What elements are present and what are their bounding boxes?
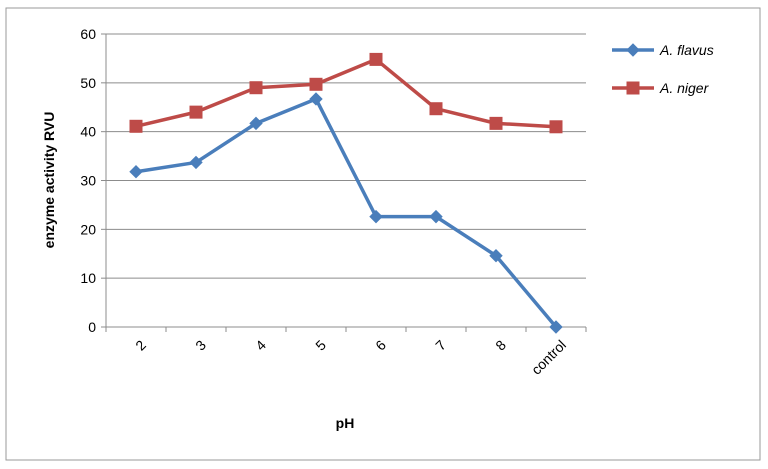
y-tick-label: 10	[80, 270, 96, 286]
legend-marker	[626, 81, 640, 95]
data-point	[549, 120, 563, 134]
series-line	[135, 57, 557, 129]
y-tick-label: 50	[80, 75, 96, 91]
series-line	[135, 97, 558, 329]
legend-label: A. niger	[659, 80, 710, 96]
data-point	[429, 209, 443, 224]
data-point	[129, 165, 143, 179]
data-point	[189, 105, 203, 119]
data-point	[369, 209, 383, 224]
series-group	[129, 52, 563, 334]
legend-item: A. niger	[612, 80, 710, 96]
y-tick-label: 20	[80, 221, 96, 237]
series-2	[129, 52, 563, 134]
legend-label: A. flavus	[659, 42, 714, 58]
y-tick-label: 60	[80, 26, 96, 42]
legend: A. flavus A. niger	[612, 42, 714, 96]
data-point	[129, 119, 143, 133]
chart-border	[5, 7, 761, 461]
data-point	[249, 116, 263, 131]
data-point	[369, 52, 383, 66]
data-point	[309, 77, 323, 91]
y-tick-label: 30	[80, 173, 96, 189]
axes	[101, 33, 587, 332]
series-1	[129, 92, 563, 334]
y-tick-label: 0	[88, 319, 96, 335]
y-tick-label: 40	[80, 124, 96, 140]
y-axis-title: enzyme activity RVU	[41, 112, 57, 249]
data-point	[429, 102, 443, 116]
legend-marker	[626, 43, 640, 57]
data-point	[189, 155, 203, 170]
data-point	[489, 116, 503, 130]
data-point	[489, 248, 503, 263]
gridlines	[106, 33, 586, 279]
y-tick-labels: 0 10 20 30 40 50 60	[80, 26, 96, 335]
data-point	[549, 320, 563, 334]
data-point	[249, 81, 263, 95]
x-axis-title: pH	[336, 415, 355, 431]
data-point	[309, 92, 323, 106]
legend-item: A. flavus	[612, 42, 714, 58]
